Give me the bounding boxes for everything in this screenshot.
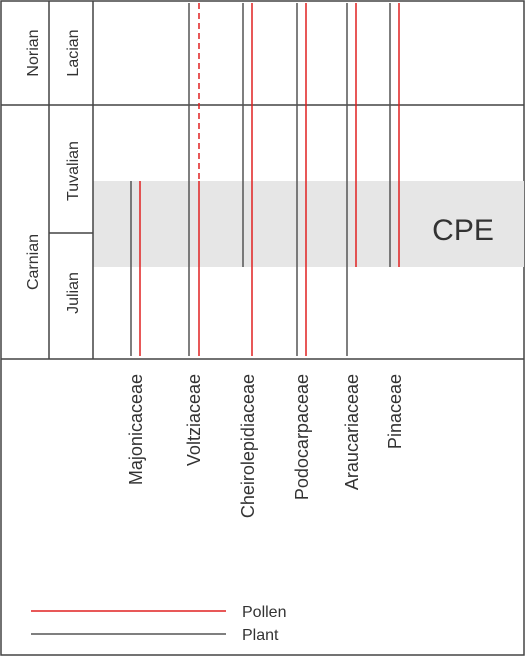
family-label-araucariaceae: Araucariaceae — [342, 374, 362, 490]
range-lines — [130, 3, 400, 356]
cpe-label: CPE — [432, 214, 494, 247]
family-label-pinaceae: Pinaceae — [385, 374, 405, 449]
family-label-majonicaceae: Majonicaceae — [126, 374, 146, 485]
substage-label-julian: Julian — [65, 272, 82, 314]
stage-label-carnian: Carnian — [25, 234, 42, 290]
stage-label-norian: Norian — [25, 29, 42, 76]
strat-columns — [1, 1, 524, 360]
substage-label-lacian: Lacian — [65, 29, 82, 76]
legend: Pollen Plant — [31, 604, 286, 644]
family-label-cheirolepidiaceae: Cheirolepidiaceae — [238, 374, 258, 518]
legend-plant-label: Plant — [242, 627, 279, 644]
cpe-band — [93, 181, 524, 267]
family-label-voltziaceae: Voltziaceae — [184, 374, 204, 466]
substage-label-tuvalian: Tuvalian — [65, 141, 82, 201]
legend-pollen-label: Pollen — [242, 604, 286, 621]
family-label-podocarpaceae: Podocarpaceae — [292, 374, 312, 500]
